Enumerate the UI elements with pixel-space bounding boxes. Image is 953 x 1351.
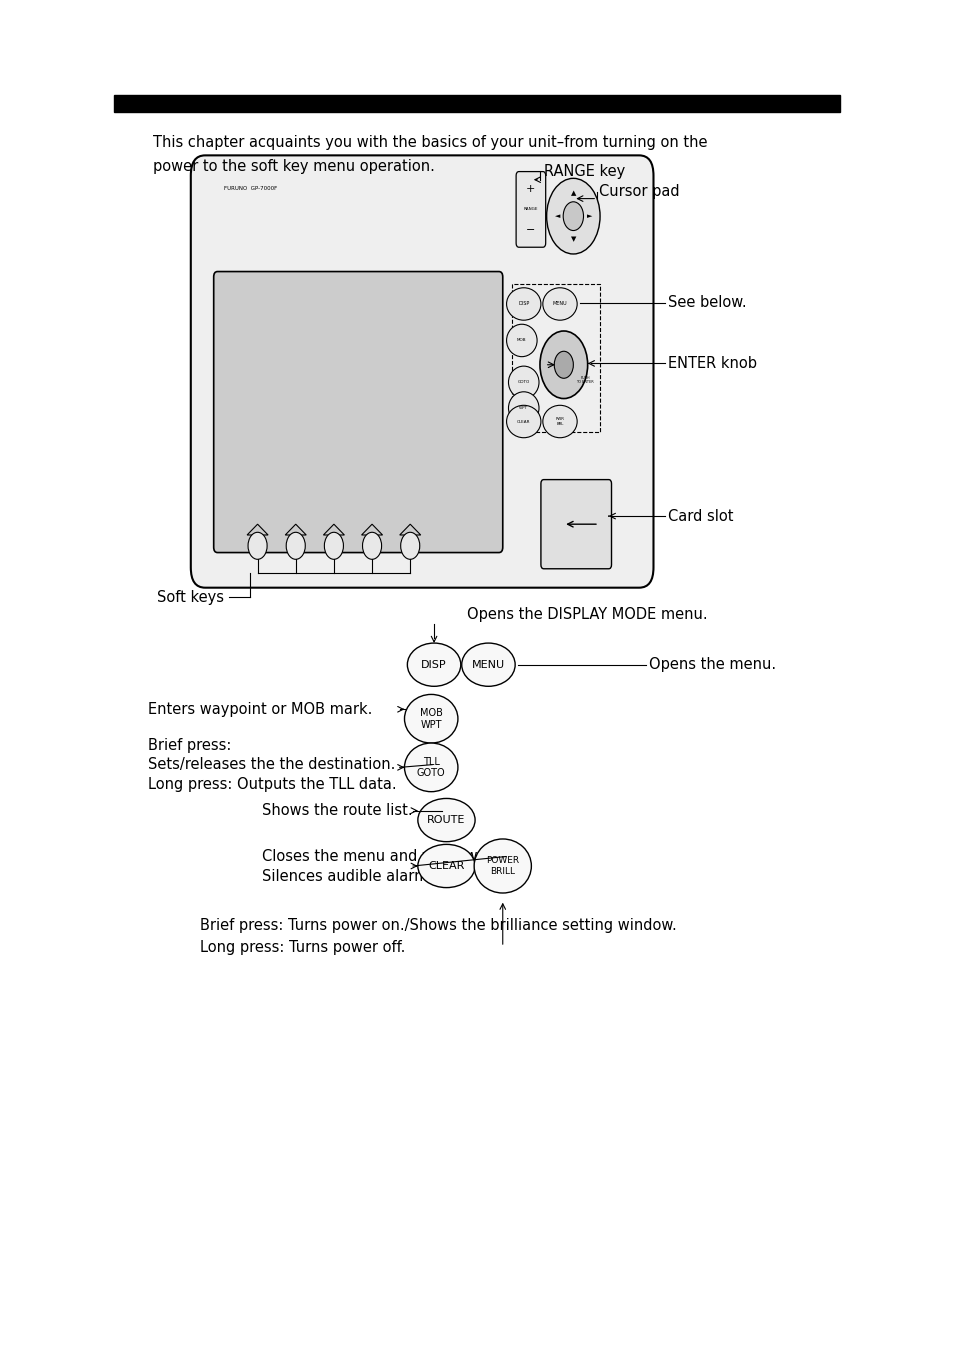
Text: ROUTE: ROUTE xyxy=(427,815,465,825)
Text: CLEAR: CLEAR xyxy=(517,420,530,423)
Text: Opens the DISPLAY MODE menu.: Opens the DISPLAY MODE menu. xyxy=(467,607,707,623)
Text: MOB: MOB xyxy=(517,339,526,342)
FancyBboxPatch shape xyxy=(540,480,611,569)
Text: Soft keys: Soft keys xyxy=(157,589,224,605)
Text: PWR
BRL: PWR BRL xyxy=(555,417,564,426)
Ellipse shape xyxy=(404,694,457,743)
Ellipse shape xyxy=(461,643,515,686)
FancyBboxPatch shape xyxy=(213,272,502,553)
Text: ►: ► xyxy=(586,213,592,219)
Text: CLEAR: CLEAR xyxy=(428,861,464,871)
Text: Enters waypoint or MOB mark.: Enters waypoint or MOB mark. xyxy=(148,701,372,717)
Text: power to the soft key menu operation.: power to the soft key menu operation. xyxy=(152,159,434,174)
Text: Silences audible alarms.: Silences audible alarms. xyxy=(262,869,440,885)
Text: DISP: DISP xyxy=(517,301,529,307)
Circle shape xyxy=(546,178,599,254)
Ellipse shape xyxy=(508,366,538,399)
Text: Brief press: Turns power on./Shows the brilliance setting window.: Brief press: Turns power on./Shows the b… xyxy=(200,917,677,934)
Bar xyxy=(114,95,839,112)
Text: RANGE: RANGE xyxy=(523,208,537,211)
Ellipse shape xyxy=(404,743,457,792)
Ellipse shape xyxy=(506,405,540,438)
Text: Long press: Turns power off.: Long press: Turns power off. xyxy=(200,939,405,955)
Text: DISP: DISP xyxy=(421,659,446,670)
Text: +: + xyxy=(526,184,535,193)
Text: GOTO: GOTO xyxy=(517,381,529,384)
Ellipse shape xyxy=(506,324,537,357)
Circle shape xyxy=(400,532,419,559)
Ellipse shape xyxy=(417,844,475,888)
Text: Long press: Outputs the TLL data.: Long press: Outputs the TLL data. xyxy=(148,777,396,793)
Ellipse shape xyxy=(474,839,531,893)
Ellipse shape xyxy=(542,288,577,320)
Text: RANGE key: RANGE key xyxy=(543,163,624,180)
Circle shape xyxy=(539,331,587,399)
Bar xyxy=(512,284,599,432)
FancyBboxPatch shape xyxy=(516,172,545,247)
Text: MENU: MENU xyxy=(552,301,567,307)
Text: Closes the menu and window.: Closes the menu and window. xyxy=(262,848,481,865)
Text: Sets/releases the the destination.: Sets/releases the the destination. xyxy=(148,757,395,773)
Text: MOB
WPT: MOB WPT xyxy=(419,708,442,730)
Text: TLL
GOTO: TLL GOTO xyxy=(416,757,445,778)
Text: Shows the route list.: Shows the route list. xyxy=(262,802,413,819)
Circle shape xyxy=(286,532,305,559)
Text: This chapter acquaints you with the basics of your unit–from turning on the: This chapter acquaints you with the basi… xyxy=(152,135,706,150)
Text: WPT: WPT xyxy=(518,407,528,409)
Text: See below.: See below. xyxy=(667,295,745,311)
Text: ◄: ◄ xyxy=(554,213,559,219)
Ellipse shape xyxy=(542,405,577,438)
Text: Cursor pad: Cursor pad xyxy=(598,184,679,200)
Text: ENTER knob: ENTER knob xyxy=(667,355,756,372)
Text: ▲: ▲ xyxy=(570,190,576,196)
Text: FURUNO  GP-7000F: FURUNO GP-7000F xyxy=(224,186,277,192)
Ellipse shape xyxy=(506,288,540,320)
Text: Opens the menu.: Opens the menu. xyxy=(648,657,775,673)
Circle shape xyxy=(362,532,381,559)
Text: PUSH
TO ENTER: PUSH TO ENTER xyxy=(576,376,594,384)
Circle shape xyxy=(324,532,343,559)
Text: −: − xyxy=(526,226,535,235)
Circle shape xyxy=(562,201,583,231)
Ellipse shape xyxy=(417,798,475,842)
Text: MENU: MENU xyxy=(472,659,504,670)
Text: Brief press:: Brief press: xyxy=(148,738,231,754)
Ellipse shape xyxy=(508,392,538,424)
FancyBboxPatch shape xyxy=(191,155,653,588)
Text: ▼: ▼ xyxy=(570,236,576,242)
Circle shape xyxy=(248,532,267,559)
Text: POWER
BRILL: POWER BRILL xyxy=(486,857,518,875)
Text: Card slot: Card slot xyxy=(667,508,733,524)
Ellipse shape xyxy=(407,643,460,686)
Circle shape xyxy=(554,351,573,378)
